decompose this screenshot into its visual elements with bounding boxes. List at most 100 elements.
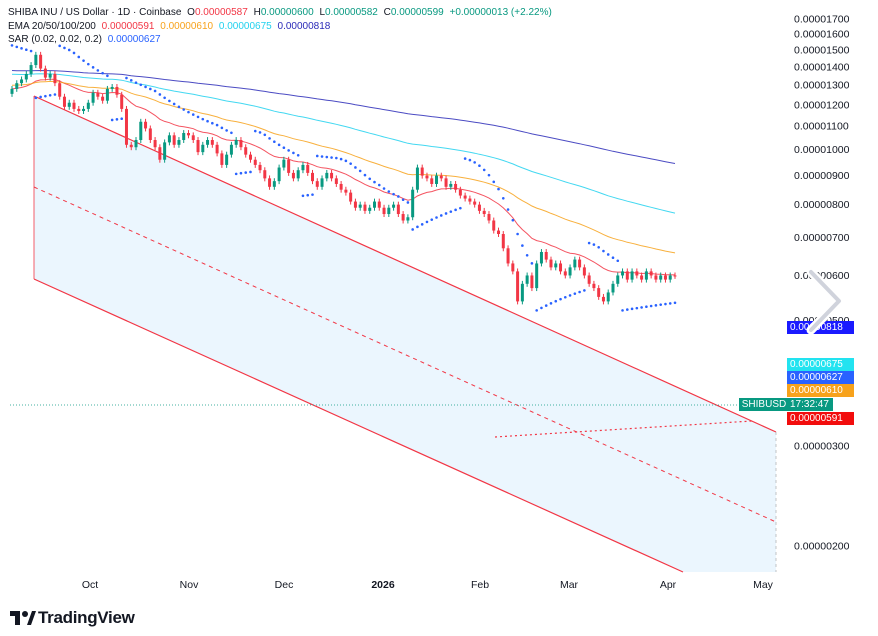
candle[interactable] [349, 189, 353, 205]
candle[interactable] [144, 118, 148, 132]
candle[interactable] [582, 264, 586, 279]
candle[interactable] [530, 272, 534, 292]
candle[interactable] [587, 272, 591, 287]
candle[interactable] [268, 175, 272, 190]
candle[interactable] [635, 268, 639, 279]
candle[interactable] [659, 272, 663, 283]
candle[interactable] [520, 280, 524, 305]
candle[interactable] [115, 84, 119, 98]
candle[interactable] [139, 118, 143, 143]
candle[interactable] [301, 161, 305, 174]
candle[interactable] [630, 268, 634, 283]
candle[interactable] [649, 268, 653, 279]
candle[interactable] [425, 172, 429, 182]
candle[interactable] [477, 201, 481, 214]
candle[interactable] [229, 141, 233, 158]
candle[interactable] [654, 272, 658, 283]
channel-lower-line[interactable] [33, 278, 684, 573]
candle[interactable] [363, 201, 367, 214]
candle[interactable] [277, 164, 281, 185]
candle[interactable] [401, 211, 405, 224]
candle[interactable] [392, 201, 396, 211]
candle[interactable] [430, 175, 434, 187]
candle[interactable] [616, 272, 620, 287]
candle[interactable] [439, 172, 443, 182]
candle[interactable] [291, 169, 295, 182]
candle[interactable] [225, 151, 229, 168]
candle[interactable] [506, 245, 510, 267]
candle[interactable] [644, 268, 648, 283]
candle[interactable] [458, 186, 462, 199]
candle[interactable] [482, 207, 486, 218]
candle[interactable] [353, 198, 357, 211]
candle[interactable] [263, 167, 267, 182]
candle[interactable] [663, 272, 667, 283]
ema100-line[interactable] [11, 73, 676, 214]
candle[interactable] [48, 71, 52, 81]
candle[interactable] [420, 164, 424, 179]
candle[interactable] [72, 99, 76, 112]
candle[interactable] [415, 164, 419, 193]
candle[interactable] [105, 85, 109, 104]
candle[interactable] [601, 293, 605, 305]
candle[interactable] [330, 169, 334, 182]
candle[interactable] [239, 137, 243, 151]
candle[interactable] [396, 201, 400, 218]
candle[interactable] [539, 249, 543, 267]
candle[interactable] [573, 256, 577, 271]
candle[interactable] [310, 169, 314, 185]
candle[interactable] [296, 167, 300, 182]
candle[interactable] [96, 89, 100, 100]
candle[interactable] [101, 93, 105, 104]
candle[interactable] [210, 137, 214, 148]
candle[interactable] [463, 192, 467, 202]
candle[interactable] [253, 156, 257, 168]
candle[interactable] [525, 272, 529, 287]
candle[interactable] [287, 156, 291, 176]
candle[interactable] [215, 141, 219, 157]
candle[interactable] [563, 268, 567, 279]
candle[interactable] [549, 256, 553, 271]
candle[interactable] [186, 130, 190, 139]
candle[interactable] [58, 80, 62, 100]
candle[interactable] [10, 85, 14, 97]
candle[interactable] [492, 217, 496, 234]
candle[interactable] [344, 186, 348, 196]
candle[interactable] [67, 99, 71, 110]
candle[interactable] [177, 137, 181, 148]
candle[interactable] [511, 260, 515, 275]
ema200-line[interactable] [11, 69, 676, 164]
candle[interactable] [358, 201, 362, 211]
candle[interactable] [315, 178, 319, 190]
candle[interactable] [625, 268, 629, 283]
scroll-right-icon[interactable] [803, 268, 849, 334]
candle[interactable] [220, 150, 224, 168]
candle[interactable] [206, 137, 210, 148]
candle[interactable] [568, 264, 572, 279]
candle[interactable] [559, 260, 563, 275]
candle[interactable] [29, 62, 33, 77]
candle[interactable] [24, 71, 28, 83]
candle[interactable] [673, 272, 677, 279]
candle[interactable] [182, 130, 186, 143]
candle[interactable] [153, 137, 157, 151]
candle[interactable] [382, 204, 386, 218]
candle[interactable] [468, 195, 472, 205]
candle[interactable] [196, 137, 200, 156]
candle[interactable] [20, 76, 24, 87]
candle[interactable] [15, 80, 19, 92]
candle[interactable] [91, 89, 95, 106]
candle[interactable] [134, 137, 138, 151]
candle[interactable] [377, 198, 381, 211]
candle[interactable] [172, 132, 176, 148]
candle[interactable] [282, 156, 286, 171]
candle[interactable] [606, 289, 610, 305]
candle[interactable] [201, 141, 205, 156]
candle[interactable] [597, 285, 601, 300]
candle[interactable] [611, 280, 615, 296]
candle[interactable] [272, 178, 276, 190]
channel-upper-line[interactable] [33, 95, 777, 433]
candle[interactable] [473, 198, 477, 208]
candle[interactable] [387, 204, 391, 218]
